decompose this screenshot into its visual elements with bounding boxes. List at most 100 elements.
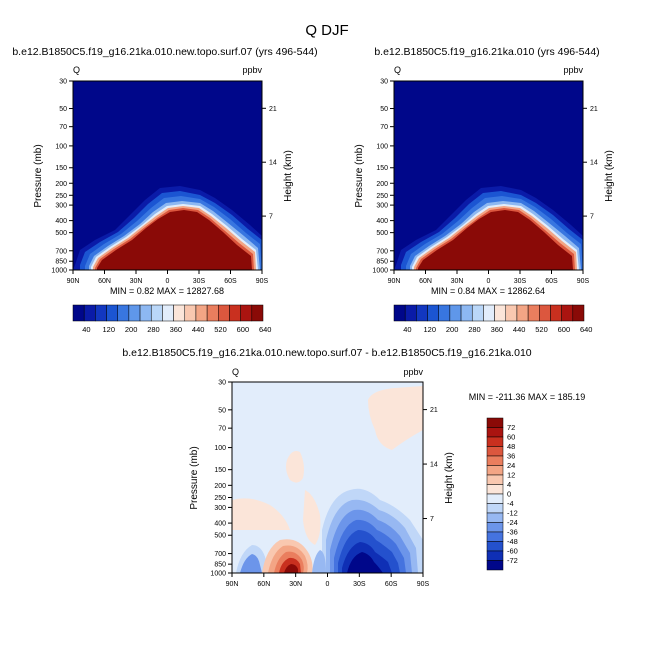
y-tick-label: 300 xyxy=(376,203,388,210)
y-right-tick-label: 21 xyxy=(269,106,277,113)
colorbar-box xyxy=(128,304,141,322)
colorbar-label: 600 xyxy=(237,325,250,334)
y-tick-label: 150 xyxy=(376,165,388,172)
colorbar-label: 280 xyxy=(147,325,160,334)
colorbar-box xyxy=(486,541,504,552)
colorbar-label: 360 xyxy=(170,325,183,334)
colorbar-box xyxy=(486,455,504,466)
colorbar-box xyxy=(139,304,152,322)
y-tick-label: 70 xyxy=(218,426,226,433)
colorbar-box xyxy=(393,304,406,322)
colorbar-box xyxy=(460,304,473,322)
colorbar-label: 4 xyxy=(507,480,511,489)
y-tick-label: 400 xyxy=(55,218,67,225)
colorbar-box xyxy=(494,304,507,322)
colorbar-box xyxy=(527,304,540,322)
colorbar-box xyxy=(561,304,574,322)
colorbar-label: 40 xyxy=(403,325,411,334)
colorbar-box xyxy=(449,304,462,322)
y-right-tick-label: 7 xyxy=(590,214,594,221)
panel-c-units-label: ppbv xyxy=(403,367,423,377)
colorbar-box xyxy=(106,304,118,322)
x-tick-label: 30S xyxy=(353,581,366,588)
y-tick-label: 100 xyxy=(376,143,388,150)
y-right-tick-label: 14 xyxy=(590,160,598,167)
colorbar-label: 520 xyxy=(214,325,227,334)
x-tick-label: 30S xyxy=(193,278,206,285)
panel-b-axes: 90N 60N 30N 0 30S 60S 90S 30 50 70 100 150 200 250 300… xyxy=(372,79,597,286)
colorbar-label: -48 xyxy=(507,537,518,546)
panel-a: b.e12.B1850C5.f19_g16.21ka.010.new.topo.… xyxy=(12,46,317,334)
panel-c-variable-label: Q xyxy=(232,367,239,377)
colorbar-box xyxy=(162,304,174,322)
colorbar-box xyxy=(572,304,585,322)
colorbar-label: 36 xyxy=(507,452,515,461)
panel-c-stats: MIN = -211.36 MAX = 185.19 xyxy=(469,392,585,402)
x-tick-label: 60N xyxy=(257,581,270,588)
colorbar-label: 24 xyxy=(507,461,515,470)
y-tick-label: 1000 xyxy=(210,571,226,578)
y-tick-label: 500 xyxy=(376,230,388,237)
colorbar-box xyxy=(404,304,417,322)
y-right-tick-label: 7 xyxy=(430,516,434,523)
colorbar-box xyxy=(184,304,197,322)
panel-c-title: b.e12.B1850C5.f19_g16.21ka.010.new.topo.… xyxy=(122,347,531,359)
colorbar-box xyxy=(486,484,504,495)
colorbar-label: -60 xyxy=(507,547,518,556)
colorbar-box xyxy=(550,304,562,322)
y-tick-label: 100 xyxy=(214,445,226,452)
colorbar-label: 40 xyxy=(82,325,90,334)
colorbar-box xyxy=(486,436,504,447)
colorbar-box xyxy=(486,560,504,571)
colorbar-box xyxy=(72,304,85,322)
y-right-tick-label: 21 xyxy=(590,106,598,113)
colorbar-label: 0 xyxy=(507,490,511,499)
colorbar-label: 120 xyxy=(103,325,116,334)
y-tick-label: 200 xyxy=(55,181,67,188)
colorbar-label: 640 xyxy=(259,325,272,334)
panel-b-colorbar: 40 120 200 280 360 440 520 600 640 xyxy=(393,304,593,334)
colorbar-box xyxy=(427,304,439,322)
y-tick-label: 200 xyxy=(214,483,226,490)
panel-b: b.e12.B1850C5.f19_g16.21ka.010 (yrs 496-… xyxy=(354,46,615,334)
y-tick-label: 500 xyxy=(214,533,226,540)
y-tick-label: 1000 xyxy=(372,268,388,275)
y-tick-label: 70 xyxy=(59,124,67,131)
colorbar-label: 120 xyxy=(424,325,437,334)
x-tick-label: 60S xyxy=(385,581,398,588)
colorbar-label: 600 xyxy=(558,325,571,334)
colorbar-box xyxy=(471,304,484,322)
colorbar-box xyxy=(95,304,107,322)
colorbar-label: 640 xyxy=(580,325,593,334)
colorbar-label: 200 xyxy=(125,325,138,334)
y-right-tick-label: 21 xyxy=(430,407,438,414)
colorbar-label: 520 xyxy=(535,325,548,334)
y-tick-label: 30 xyxy=(380,79,388,86)
panel-c-ylabel: Pressure (mb) xyxy=(189,446,200,509)
y-tick-label: 500 xyxy=(55,230,67,237)
x-tick-label: 0 xyxy=(487,278,491,285)
colorbar-box xyxy=(483,304,495,322)
colorbar-label: 360 xyxy=(491,325,504,334)
colorbar-label: 200 xyxy=(446,325,459,334)
x-tick-label: 60S xyxy=(224,278,237,285)
colorbar-label: 72 xyxy=(507,423,515,432)
y-tick-label: 70 xyxy=(380,124,388,131)
x-tick-label: 90S xyxy=(577,278,590,285)
y-tick-label: 200 xyxy=(376,181,388,188)
figure-title: Q DJF xyxy=(305,22,348,39)
x-tick-label: 30S xyxy=(514,278,527,285)
panel-b-units-label: ppbv xyxy=(563,65,583,75)
colorbar-box xyxy=(486,417,504,428)
y-tick-label: 850 xyxy=(214,562,226,569)
colorbar-box xyxy=(251,304,264,322)
panel-a-ylabel: Pressure (mb) xyxy=(33,144,44,207)
colorbar-label: 60 xyxy=(507,433,515,442)
colorbar-box xyxy=(229,304,241,322)
panel-a-colorbar: 40 120 200 280 360 440 520 600 640 xyxy=(72,304,272,334)
panel-c: b.e12.B1850C5.f19_g16.21ka.010.new.topo.… xyxy=(122,347,585,588)
y-tick-label: 400 xyxy=(376,218,388,225)
colorbar-box xyxy=(486,550,504,561)
